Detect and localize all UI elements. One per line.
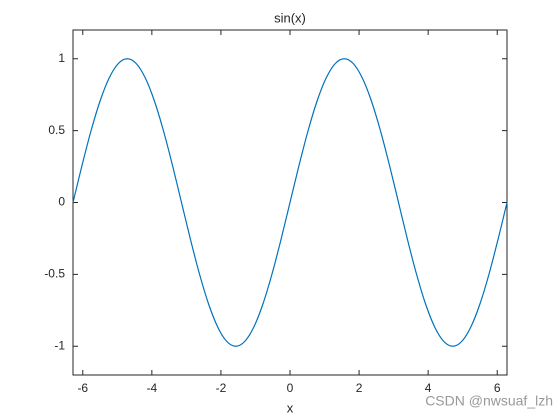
y-tick-label: 0.5 [48, 123, 65, 137]
x-tick-label: -6 [77, 381, 88, 395]
line-series [72, 58, 508, 347]
y-tick-label: 0 [58, 195, 65, 209]
y-tick-label: -1 [54, 338, 65, 352]
x-axis-label: x [287, 400, 294, 415]
x-tick-label: 2 [356, 381, 363, 395]
y-tick-label: 1 [58, 51, 65, 65]
x-tick-label: 0 [287, 381, 294, 395]
x-tick-label: -2 [216, 381, 227, 395]
y-tick-label: -0.5 [44, 267, 65, 281]
x-tick-label: -4 [147, 381, 158, 395]
x-tick-label: 4 [425, 381, 432, 395]
watermark: CSDN @nwsuaf_lzh [425, 393, 553, 409]
x-tick-label: 6 [494, 381, 501, 395]
chart-title: sin(x) [274, 10, 306, 25]
